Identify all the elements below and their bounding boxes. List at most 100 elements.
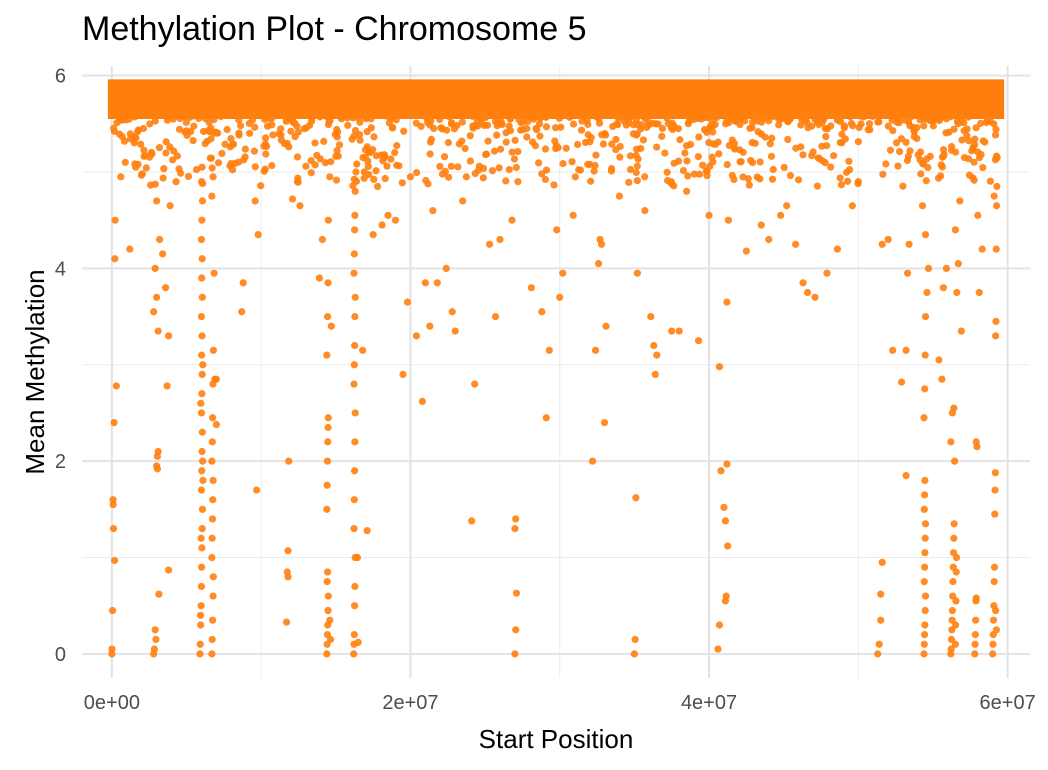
data-point bbox=[323, 568, 332, 576]
data-point bbox=[757, 130, 766, 138]
data-point bbox=[948, 606, 956, 615]
y-axis-title: Mean Methylation bbox=[20, 269, 50, 474]
data-point bbox=[393, 142, 401, 150]
data-point bbox=[505, 122, 513, 130]
data-point bbox=[112, 382, 120, 390]
data-point bbox=[426, 322, 434, 330]
data-point bbox=[491, 312, 500, 321]
data-point bbox=[641, 173, 649, 181]
data-point bbox=[350, 525, 358, 533]
data-point bbox=[533, 125, 541, 134]
data-point bbox=[921, 520, 930, 528]
data-point bbox=[591, 346, 600, 354]
data-point bbox=[914, 151, 922, 159]
data-point bbox=[724, 216, 733, 224]
data-point bbox=[821, 159, 829, 167]
data-point bbox=[631, 110, 639, 118]
data-point bbox=[398, 179, 406, 187]
data-point bbox=[158, 110, 166, 118]
data-point bbox=[378, 221, 386, 229]
data-point bbox=[794, 176, 803, 184]
data-point bbox=[442, 264, 450, 272]
data-point bbox=[471, 380, 479, 388]
data-point bbox=[921, 592, 930, 600]
data-point bbox=[971, 631, 979, 639]
x-axis-tick-labels: 0e+00 2e+07 4e+07 6e+07 bbox=[84, 692, 1036, 714]
data-point bbox=[482, 150, 491, 158]
data-point bbox=[235, 116, 243, 124]
data-point bbox=[766, 140, 774, 148]
data-point bbox=[140, 152, 148, 160]
data-point bbox=[291, 133, 299, 141]
data-point bbox=[484, 137, 492, 145]
data-point bbox=[902, 346, 910, 354]
data-point bbox=[921, 385, 929, 393]
data-point bbox=[632, 494, 640, 502]
data-point bbox=[175, 125, 184, 133]
data-point bbox=[641, 112, 649, 120]
data-point bbox=[352, 168, 360, 176]
data-point bbox=[556, 293, 564, 301]
data-point bbox=[717, 467, 725, 475]
data-point bbox=[159, 174, 167, 182]
data-point bbox=[351, 341, 359, 350]
data-point bbox=[633, 269, 641, 277]
data-point bbox=[597, 240, 606, 248]
data-point bbox=[403, 298, 412, 306]
data-point bbox=[155, 144, 164, 152]
data-point bbox=[516, 126, 525, 134]
data-point bbox=[300, 125, 308, 133]
data-point bbox=[595, 119, 604, 127]
data-point bbox=[209, 476, 217, 485]
data-point bbox=[889, 346, 897, 354]
data-point bbox=[223, 125, 231, 134]
data-point bbox=[921, 491, 929, 499]
data-point bbox=[723, 460, 731, 468]
data-point bbox=[676, 110, 684, 118]
data-point bbox=[625, 178, 633, 187]
data-point bbox=[695, 133, 703, 141]
data-point bbox=[353, 160, 361, 168]
data-point bbox=[440, 153, 449, 161]
data-point bbox=[512, 626, 520, 634]
data-point bbox=[875, 640, 883, 648]
data-point bbox=[212, 420, 220, 429]
data-point bbox=[180, 112, 188, 120]
data-point bbox=[864, 126, 872, 134]
data-point bbox=[190, 122, 198, 130]
data-point bbox=[970, 158, 978, 166]
data-point bbox=[601, 129, 609, 138]
data-point bbox=[600, 418, 609, 427]
data-point bbox=[608, 140, 616, 148]
data-point bbox=[936, 115, 944, 123]
data-point bbox=[150, 308, 158, 316]
data-point bbox=[952, 597, 960, 605]
data-point bbox=[162, 149, 170, 157]
data-point bbox=[283, 115, 291, 123]
data-point bbox=[511, 136, 519, 144]
data-point bbox=[950, 520, 958, 528]
data-point bbox=[309, 110, 318, 118]
data-point bbox=[164, 566, 173, 574]
data-point bbox=[253, 486, 261, 494]
data-point bbox=[523, 133, 531, 141]
data-point bbox=[947, 635, 956, 644]
data-point bbox=[324, 216, 332, 224]
data-point bbox=[993, 182, 1001, 191]
data-point bbox=[208, 438, 216, 446]
data-point bbox=[892, 110, 900, 118]
data-point bbox=[151, 180, 159, 188]
data-point bbox=[496, 235, 504, 244]
data-point bbox=[789, 110, 797, 118]
data-point bbox=[323, 578, 331, 586]
dense-points-band bbox=[107, 79, 1005, 190]
data-point bbox=[367, 124, 375, 132]
data-point bbox=[369, 146, 377, 154]
data-point bbox=[979, 137, 987, 145]
data-point bbox=[592, 151, 600, 159]
data-point bbox=[953, 288, 961, 297]
data-point bbox=[721, 517, 730, 525]
data-point bbox=[705, 125, 714, 133]
data-point bbox=[591, 161, 599, 170]
data-point bbox=[921, 621, 929, 629]
